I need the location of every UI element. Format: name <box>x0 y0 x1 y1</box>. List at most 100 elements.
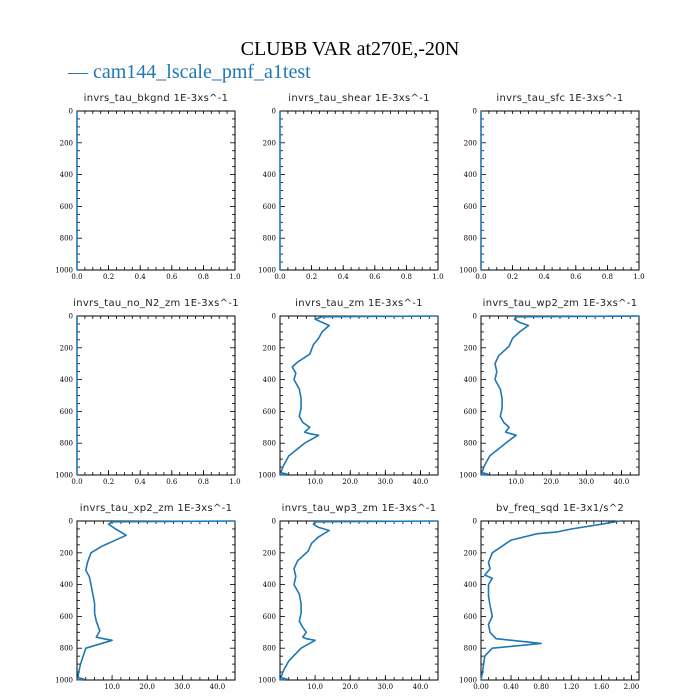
y-tick-label: 0 <box>473 108 477 116</box>
subplot-title: invrs_tau_shear 1E-3xs^-1 <box>288 93 430 104</box>
y-tick-label: 400 <box>464 171 477 179</box>
subplot-6: invrs_tau_wp2_zm 1E-3xs^-1 0 200 400 600 800 1… <box>459 298 640 486</box>
subplot-1: invrs_tau_bkgnd 1E-3xs^-1 0 200 400 600 800 10… <box>55 93 240 281</box>
y-tick-label: 0 <box>272 518 276 526</box>
y-tick-label: 0 <box>69 313 73 321</box>
y-tick-label: 600 <box>60 203 73 211</box>
y-tick-label: 200 <box>60 139 73 147</box>
x-tick-label: 1.60 <box>594 683 610 691</box>
series-line <box>480 520 621 681</box>
subplot-title: invrs_tau_zm 1E-3xs^-1 <box>295 298 423 309</box>
x-tick-label: 10.0 <box>104 683 120 691</box>
subplot-title: invrs_tau_no_N2_zm 1E-3xs^-1 <box>73 298 239 309</box>
subplot-9: bv_freq_sqd 1E-3x1/s^2020040060080010000… <box>459 503 640 691</box>
y-tick-label: 200 <box>60 344 73 352</box>
x-tick-label: 2.00 <box>624 683 640 691</box>
legend-entry: — cam144_lscale_pmf_a1test <box>67 61 311 83</box>
x-tick-label: 40.0 <box>413 478 429 486</box>
subplot-title: invrs_tau_sfc 1E-3xs^-1 <box>496 93 623 104</box>
x-tick-label: 0.2 <box>103 478 114 486</box>
x-tick-label: 30.0 <box>378 683 394 691</box>
y-tick-label: 400 <box>464 376 477 384</box>
x-tick-label: 0.0 <box>475 273 486 281</box>
y-tick-label: 200 <box>60 549 73 557</box>
x-tick-label: 0.6 <box>369 273 381 281</box>
y-tick-label: 600 <box>464 203 477 211</box>
plot-frame <box>480 110 640 271</box>
plot-frame <box>76 315 236 476</box>
y-tick-label: 400 <box>263 376 276 384</box>
y-tick-label: 800 <box>464 440 477 448</box>
y-tick-label: 0 <box>272 313 276 321</box>
series-line <box>76 520 236 681</box>
x-tick-label: 0.2 <box>507 273 518 281</box>
y-tick-label: 1000 <box>55 677 73 685</box>
x-tick-label: 20.0 <box>543 478 559 486</box>
y-tick-label: 800 <box>263 440 276 448</box>
subplot-2: invrs_tau_shear 1E-3xs^-1 0 200 400 600 800 10… <box>258 93 443 281</box>
y-tick-label: 800 <box>60 645 73 653</box>
x-tick-label: 1.0 <box>432 273 443 281</box>
y-tick-label: 0 <box>473 518 477 526</box>
y-tick-label: 0 <box>272 108 276 116</box>
y-tick-label: 800 <box>263 645 276 653</box>
subplot-title: invrs_tau_wp2_zm 1E-3xs^-1 <box>483 298 638 309</box>
x-tick-label: 0.2 <box>103 273 114 281</box>
x-tick-label: 20.0 <box>139 683 155 691</box>
x-tick-label: 0.6 <box>166 478 178 486</box>
subplot-5: invrs_tau_zm 1E-3xs^-1 0 200 400 600 800 1000 1… <box>258 298 439 486</box>
y-tick-label: 1000 <box>258 677 276 685</box>
y-tick-label: 800 <box>263 235 276 243</box>
y-tick-label: 200 <box>263 549 276 557</box>
y-tick-label: 600 <box>60 408 73 416</box>
y-tick-label: 400 <box>60 171 73 179</box>
x-tick-label: 10.0 <box>508 478 524 486</box>
y-tick-label: 200 <box>263 139 276 147</box>
x-tick-label: 40.0 <box>413 683 429 691</box>
y-tick-label: 200 <box>464 139 477 147</box>
y-tick-label: 800 <box>60 235 73 243</box>
y-tick-label: 800 <box>464 645 477 653</box>
y-tick-label: 1000 <box>55 472 73 480</box>
x-tick-label: 30.0 <box>579 478 595 486</box>
x-tick-label: 0.8 <box>401 273 412 281</box>
y-tick-label: 600 <box>464 408 477 416</box>
x-tick-label: 40.0 <box>210 683 226 691</box>
x-tick-label: 0.0 <box>71 478 82 486</box>
subplot-grid: invrs_tau_bkgnd 1E-3xs^-1 0 200 400 600 800 10… <box>55 93 644 691</box>
x-tick-label: 0.8 <box>198 478 209 486</box>
x-tick-label: 0.8 <box>198 273 209 281</box>
figure-title: CLUBB VAR at270E,-20N <box>241 38 460 60</box>
x-tick-label: 20.0 <box>342 478 358 486</box>
subplot-8: invrs_tau_wp3_zm 1E-3xs^-1 0 200 400 600 800 1… <box>258 503 439 691</box>
x-tick-label: 0.4 <box>135 478 147 486</box>
plot-frame <box>76 520 236 681</box>
series-line <box>279 520 439 681</box>
x-tick-label: 1.0 <box>229 273 240 281</box>
x-tick-label: 0.4 <box>135 273 147 281</box>
x-tick-label: 0.2 <box>306 273 317 281</box>
subplot-title: invrs_tau_wp3_zm 1E-3xs^-1 <box>282 503 437 514</box>
x-tick-label: 0.8 <box>602 273 613 281</box>
subplot-4: invrs_tau_no_N2_zm 1E-3xs^-10 200 400 600 80… <box>55 298 240 486</box>
y-tick-label: 600 <box>263 408 276 416</box>
y-tick-label: 600 <box>263 613 276 621</box>
y-tick-label: 200 <box>464 344 477 352</box>
x-tick-label: 30.0 <box>175 683 191 691</box>
x-tick-label: 10.0 <box>307 683 323 691</box>
y-tick-label: 1000 <box>258 267 276 275</box>
y-tick-label: 600 <box>263 203 276 211</box>
y-tick-label: 1000 <box>459 472 477 480</box>
plot-frame <box>279 520 439 681</box>
series-line <box>480 315 640 476</box>
x-tick-label: 1.0 <box>633 273 644 281</box>
y-tick-label: 200 <box>263 344 276 352</box>
y-tick-label: 1000 <box>55 267 73 275</box>
x-tick-label: 0.0 <box>274 273 285 281</box>
subplot-3: invrs_tau_sfc 1E-3xs^-1 0 200 400 600 800 1000… <box>459 93 644 281</box>
x-tick-label: 0.00 <box>473 683 489 691</box>
y-tick-label: 400 <box>263 581 276 589</box>
y-tick-label: 0 <box>69 518 73 526</box>
x-tick-label: 40.0 <box>614 478 630 486</box>
plot-frame <box>279 315 439 476</box>
